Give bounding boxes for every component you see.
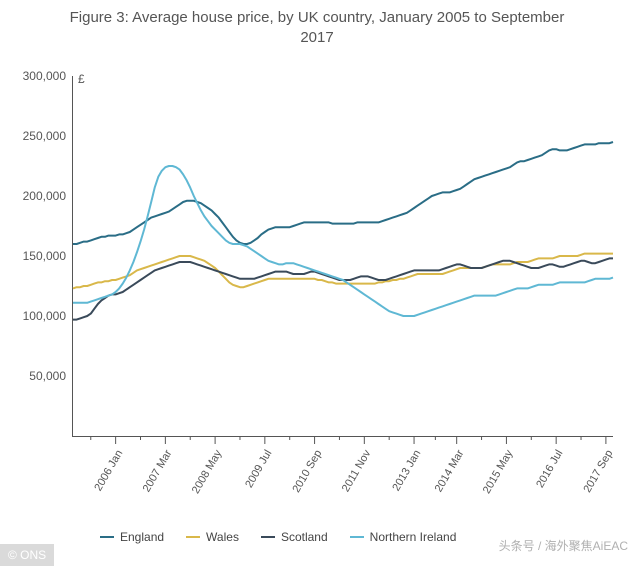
series-line (73, 166, 613, 316)
y-tick-label: 50,000 (29, 369, 66, 383)
legend: England Wales Scotland Northern Ireland (100, 530, 456, 544)
y-tick-label: 150,000 (23, 249, 66, 263)
legend-item: England (100, 530, 164, 544)
source-badge: © ONS (0, 544, 54, 566)
legend-swatch (261, 536, 275, 538)
y-tick-label: 100,000 (23, 309, 66, 323)
series-line (73, 258, 613, 319)
chart-title: Figure 3: Average house price, by UK cou… (0, 8, 634, 49)
legend-item: Northern Ireland (350, 530, 457, 544)
legend-label: Scotland (281, 530, 328, 544)
legend-swatch (350, 536, 364, 538)
x-tick-label: 2016 Jul (534, 448, 565, 490)
x-tick-label: 2017 Sep (581, 448, 615, 495)
legend-label: England (120, 530, 164, 544)
legend-item: Scotland (261, 530, 328, 544)
legend-item: Wales (186, 530, 239, 544)
watermark: 头条号 / 海外聚焦AiEAC (499, 537, 628, 554)
x-tick-label: 2009 Jul (243, 448, 274, 490)
x-tick-label: 2010 Sep (290, 448, 324, 495)
x-tick-label: 2015 May (481, 448, 516, 496)
y-tick-label: 300,000 (23, 69, 66, 83)
plot-area (72, 76, 613, 437)
chart-figure: { "chart": { "type": "line", "title": "F… (0, 0, 634, 566)
line-series-svg (73, 76, 613, 436)
x-tick-label: 2011 Nov (340, 448, 374, 494)
legend-label: Wales (206, 530, 239, 544)
legend-label: Northern Ireland (370, 530, 457, 544)
legend-swatch (100, 536, 114, 538)
x-tick-label: 2006 Jan (92, 448, 125, 493)
legend-swatch (186, 536, 200, 538)
x-tick-label: 2014 Mar (432, 448, 466, 494)
x-tick-label: 2007 Mar (141, 448, 175, 494)
x-tick-label: 2013 Jan (390, 448, 423, 493)
y-tick-label: 250,000 (23, 129, 66, 143)
x-tick-label: 2008 May (190, 448, 225, 496)
y-tick-label: 200,000 (23, 189, 66, 203)
